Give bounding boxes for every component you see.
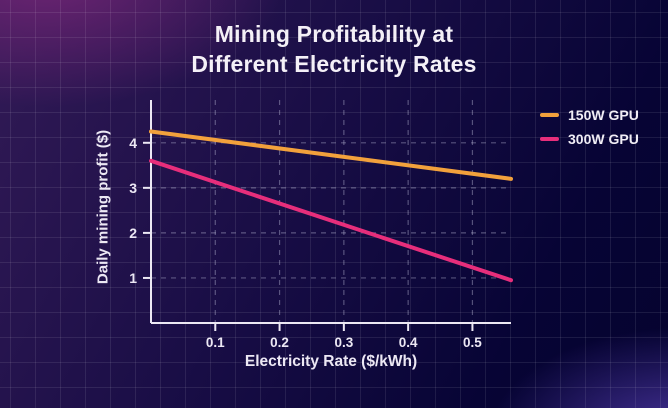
series-line-150w-gpu [149,129,513,181]
y-tick-label: 4 [129,135,137,151]
legend-label-150w-gpu: 150W GPU [568,107,639,123]
y-tick-label: 1 [129,270,137,286]
x-tick-label: 0.4 [399,335,418,350]
x-tick-label: 0.2 [270,335,289,350]
x-tick-label: 0.5 [463,335,482,350]
x-tick-label: 0.1 [206,335,225,350]
legend-item-150w-gpu: 150W GPU [540,105,639,125]
series-line-300w-gpu [149,158,513,283]
legend-swatch-150w-gpu [540,113,559,117]
x-axis-label: Electricity Rate ($/kWh) [244,353,418,370]
legend-label-300w-gpu: 300W GPU [568,131,639,147]
y-tick-label: 3 [129,180,137,196]
x-tick-label: 0.3 [334,335,353,350]
legend-item-300w-gpu: 300W GPU [540,129,639,149]
chart-title-line1: Mining Profitability at [214,21,454,47]
chart-title: Mining Profitability at Different Electr… [0,19,668,79]
y-axis-label: Daily mining profit ($) [94,129,112,285]
legend: 150W GPU 300W GPU [540,105,639,153]
legend-swatch-300w-gpu [540,137,559,141]
chart-title-line2: Different Electricity Rates [191,51,477,77]
y-tick-label: 2 [129,225,137,241]
